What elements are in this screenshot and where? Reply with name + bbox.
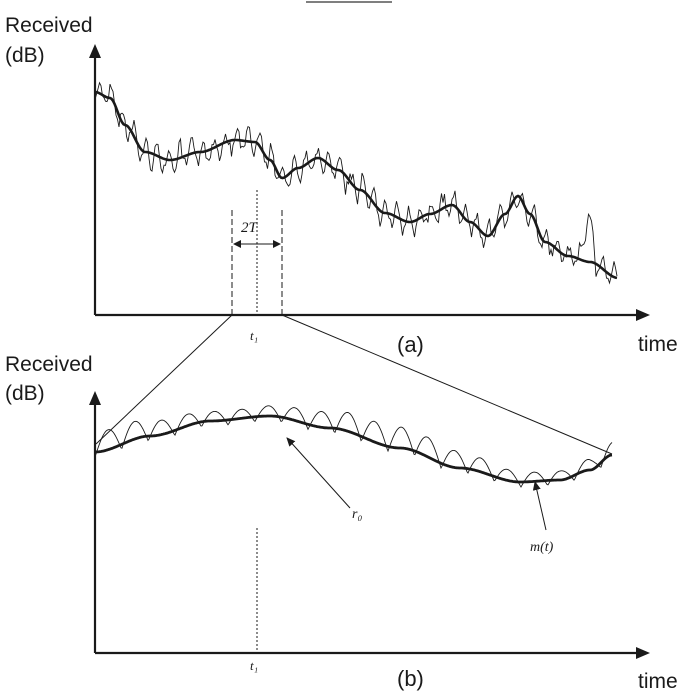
panel-b-y-arrow xyxy=(89,391,101,405)
panel-a-x-label: time xyxy=(638,333,678,356)
panel-a-local-mean xyxy=(94,90,618,280)
panel-b-caption: (b) xyxy=(397,666,424,691)
panel-b-x-arrow xyxy=(636,647,650,659)
mean-pointer xyxy=(532,481,547,531)
panel-a: 2T Received (dB) t₁ (a) time xyxy=(5,14,678,357)
panel-a-instantaneous-signal xyxy=(94,81,618,285)
mean-label: m(t) xyxy=(530,540,554,555)
panel-a-caption: (a) xyxy=(397,332,424,357)
panel-b-t1-label: t₁ xyxy=(250,658,258,673)
panel-b: Received (dB) r₀ m(t) t₁ (b) time xyxy=(5,353,678,693)
window-left-arrow-icon xyxy=(233,240,241,248)
panel-b-y-label-line1: Received xyxy=(5,353,93,376)
r0-label: r₀ xyxy=(352,507,362,522)
panel-a-y-label-line1: Received xyxy=(5,14,93,37)
panel-a-y-arrow xyxy=(89,44,101,58)
panel-b-local-mean xyxy=(95,414,613,484)
panel-a-x-arrow xyxy=(636,309,650,321)
panel-b-y-label-line2: (dB) xyxy=(5,382,45,405)
window-right-arrow-icon xyxy=(273,240,281,248)
zoom-line-right xyxy=(281,314,613,455)
panel-a-y-label-line2: (dB) xyxy=(5,44,45,67)
panel-b-x-label: time xyxy=(638,670,678,693)
panel-a-t1-label: t₁ xyxy=(250,328,258,343)
r0-pointer xyxy=(286,437,351,509)
window-label: 2T xyxy=(241,220,259,236)
zoom-line-left xyxy=(95,314,233,445)
panel-b-instantaneous-signal xyxy=(94,405,613,488)
